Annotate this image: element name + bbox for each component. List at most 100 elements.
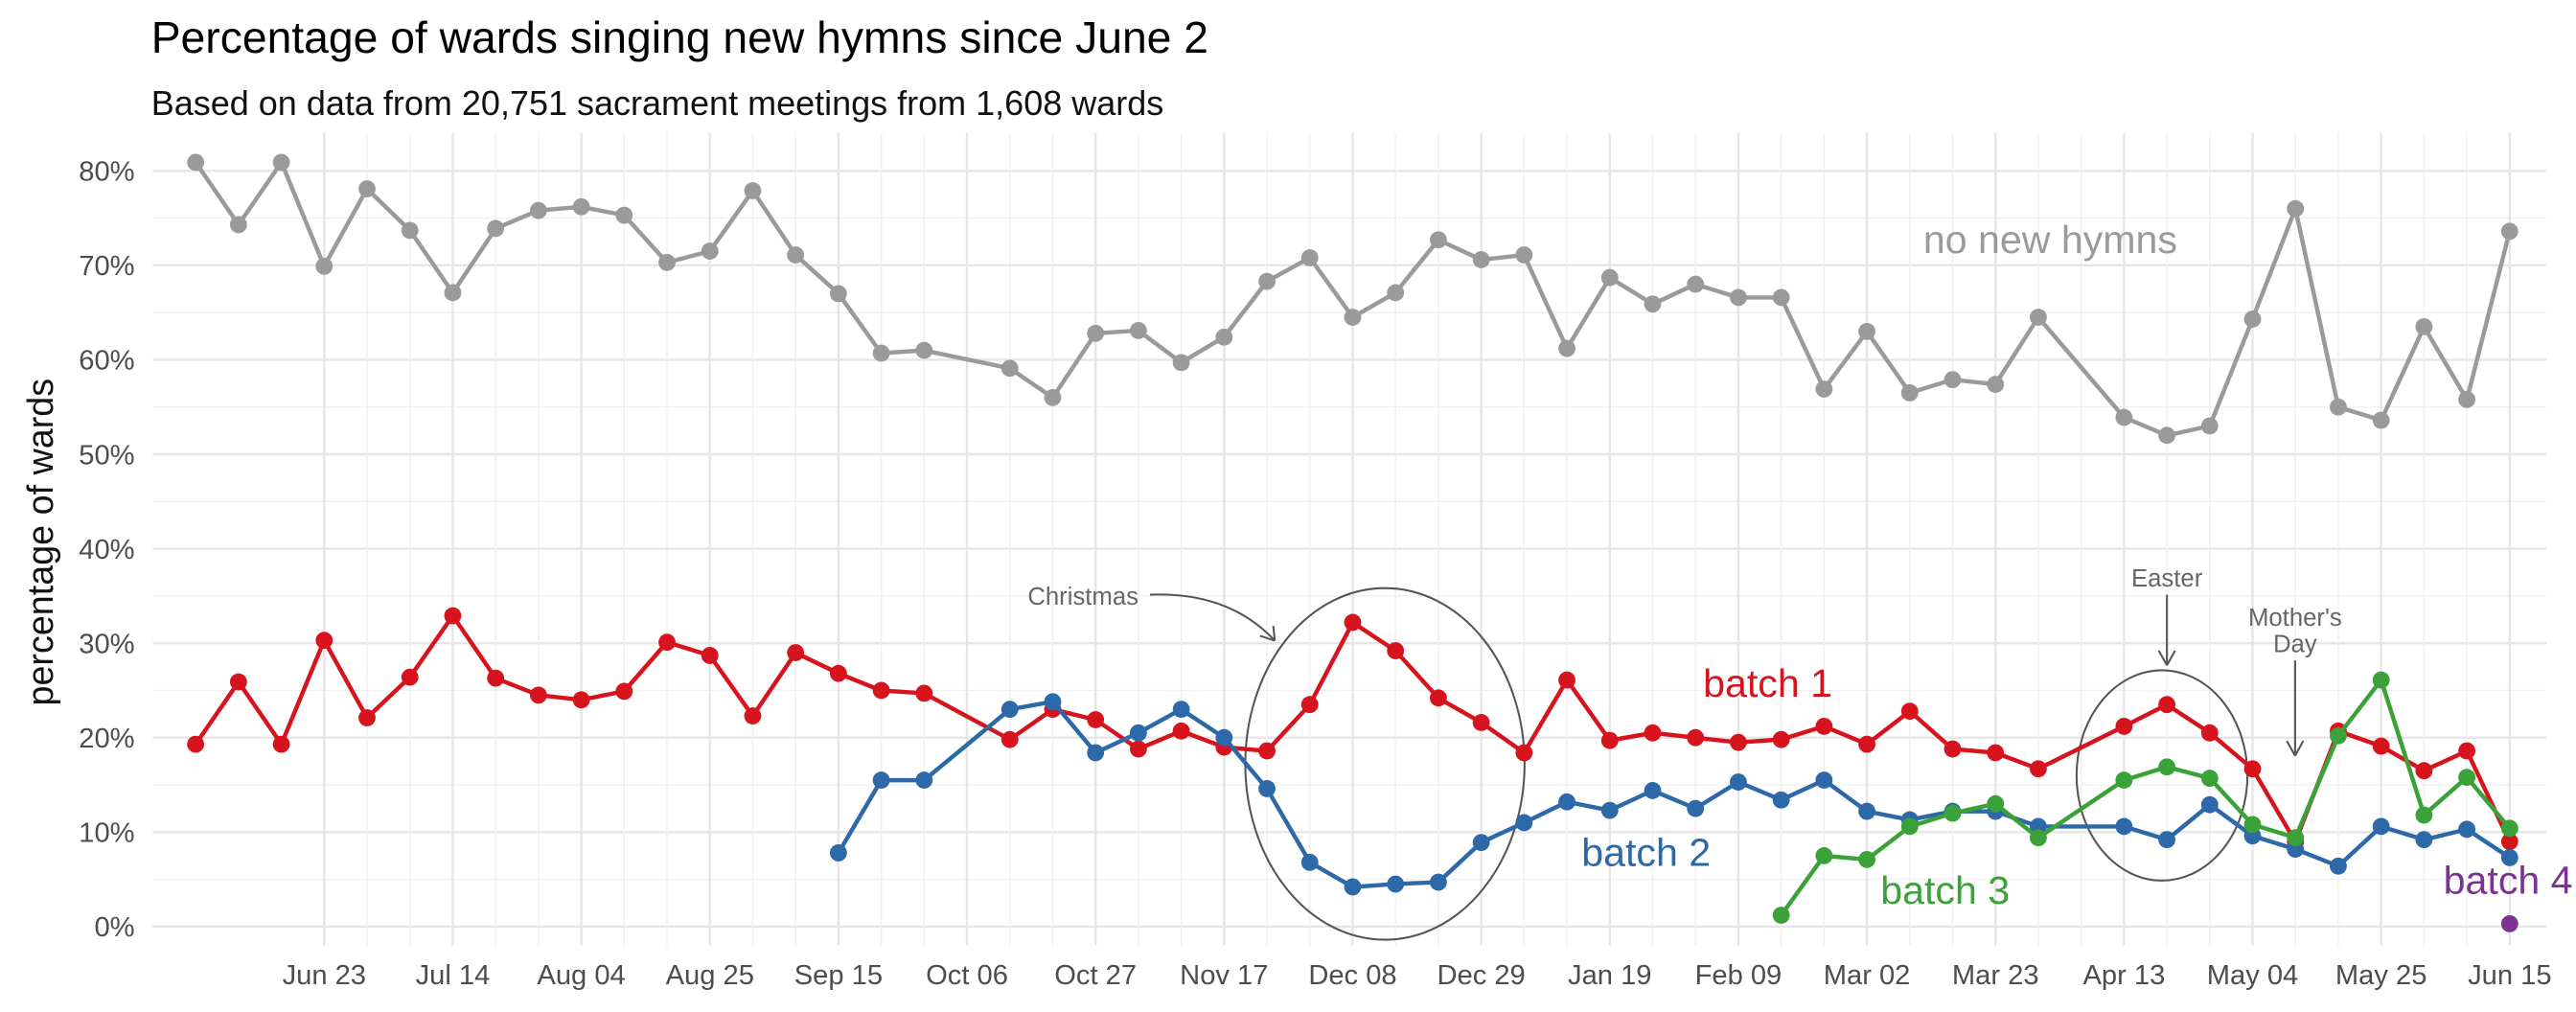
y-tick-label: 50% [79,440,134,471]
data-point [2115,817,2133,836]
data-point [1515,814,1533,832]
data-point [701,647,719,664]
data-point [1472,251,1490,268]
y-tick-label: 0% [94,912,134,943]
data-point [1215,328,1233,346]
x-tick-label: Aug 04 [537,960,625,991]
data-point [229,216,247,234]
data-point [1429,873,1447,891]
data-point [2243,760,2262,778]
data-point [2500,833,2518,851]
data-point [2115,717,2133,735]
data-point [744,182,762,199]
data-point [529,686,547,704]
data-point [1987,794,2005,813]
data-point [1900,702,1919,721]
data-point [487,669,505,687]
data-point [401,668,419,686]
annotation-line: Day [2273,632,2317,658]
data-point [1600,731,1619,749]
data-point [829,285,847,303]
data-point [1900,817,1919,836]
data-point [272,735,290,753]
data-point [1987,744,2005,762]
data-point [1515,744,1533,762]
data-point [1258,742,1276,760]
data-point [2372,671,2390,689]
chart-title: Percentage of wards singing new hymns si… [151,12,1208,62]
data-point [1300,853,1319,871]
data-point [444,607,462,625]
data-point [2030,760,2047,778]
data-point [701,242,719,260]
data-point [572,197,590,216]
data-point [315,632,334,650]
annotation: Easter [2131,565,2203,592]
data-point [2458,769,2476,787]
data-point [872,771,890,789]
data-point [1858,802,1875,820]
christmas-arrowhead [1259,626,1276,642]
data-point [2500,222,2518,241]
data-point [2372,411,2390,429]
data-point [1815,717,1833,735]
data-point [2030,829,2047,847]
data-point [829,844,847,862]
y-tick-label: 40% [79,535,134,565]
data-point [1644,295,1662,313]
data-point [744,707,762,724]
data-point [1472,714,1490,731]
data-point [1129,724,1147,742]
data-point [1515,246,1533,264]
data-point [1987,376,2005,393]
data-point [2243,310,2262,328]
data-point [1387,284,1405,302]
data-point [2115,408,2133,426]
data-point [1687,799,1705,817]
data-point [2458,742,2476,760]
x-tick-label: Feb 09 [1695,960,1782,991]
data-point [2330,726,2347,745]
data-point [1000,359,1019,378]
data-point [615,682,633,701]
data-point [915,341,933,359]
x-tick-label: Aug 25 [666,960,754,991]
y-tick-label: 30% [79,629,134,659]
annotation: Mother's Day [2248,605,2342,657]
data-point [401,221,419,240]
data-point [2458,390,2476,408]
data-point [1730,733,1747,751]
data-point [2287,829,2305,847]
data-point [2500,819,2518,838]
series-label: no new hymns [1923,218,2177,262]
y-tick-label: 20% [79,724,134,754]
x-tick-label: Mar 02 [1824,960,1911,991]
data-point [829,664,847,682]
data-point [2330,398,2347,416]
data-point [1429,689,1447,707]
data-point [2415,762,2433,780]
data-point [1087,324,1105,342]
x-tick-label: Jun 15 [2468,960,2551,991]
data-point [1815,380,1833,398]
data-point [1300,249,1319,266]
x-tick-label: Dec 08 [1308,960,1396,991]
data-point [187,153,205,172]
data-point [1772,791,1790,809]
annotation: Christmas [1027,584,1138,610]
data-point [2030,309,2047,326]
data-point [1944,371,1962,389]
data-point [658,633,676,652]
data-point [615,206,633,224]
y-tick-label: 70% [79,251,134,282]
data-point [2158,758,2176,776]
data-point [1087,744,1105,762]
y-tick-label: 60% [79,346,134,377]
data-point [1387,642,1405,659]
data-point [1000,730,1019,748]
data-point [2372,737,2390,755]
x-tick-label: Jan 19 [1568,960,1651,991]
data-point [1087,711,1105,728]
data-point [1558,339,1576,357]
